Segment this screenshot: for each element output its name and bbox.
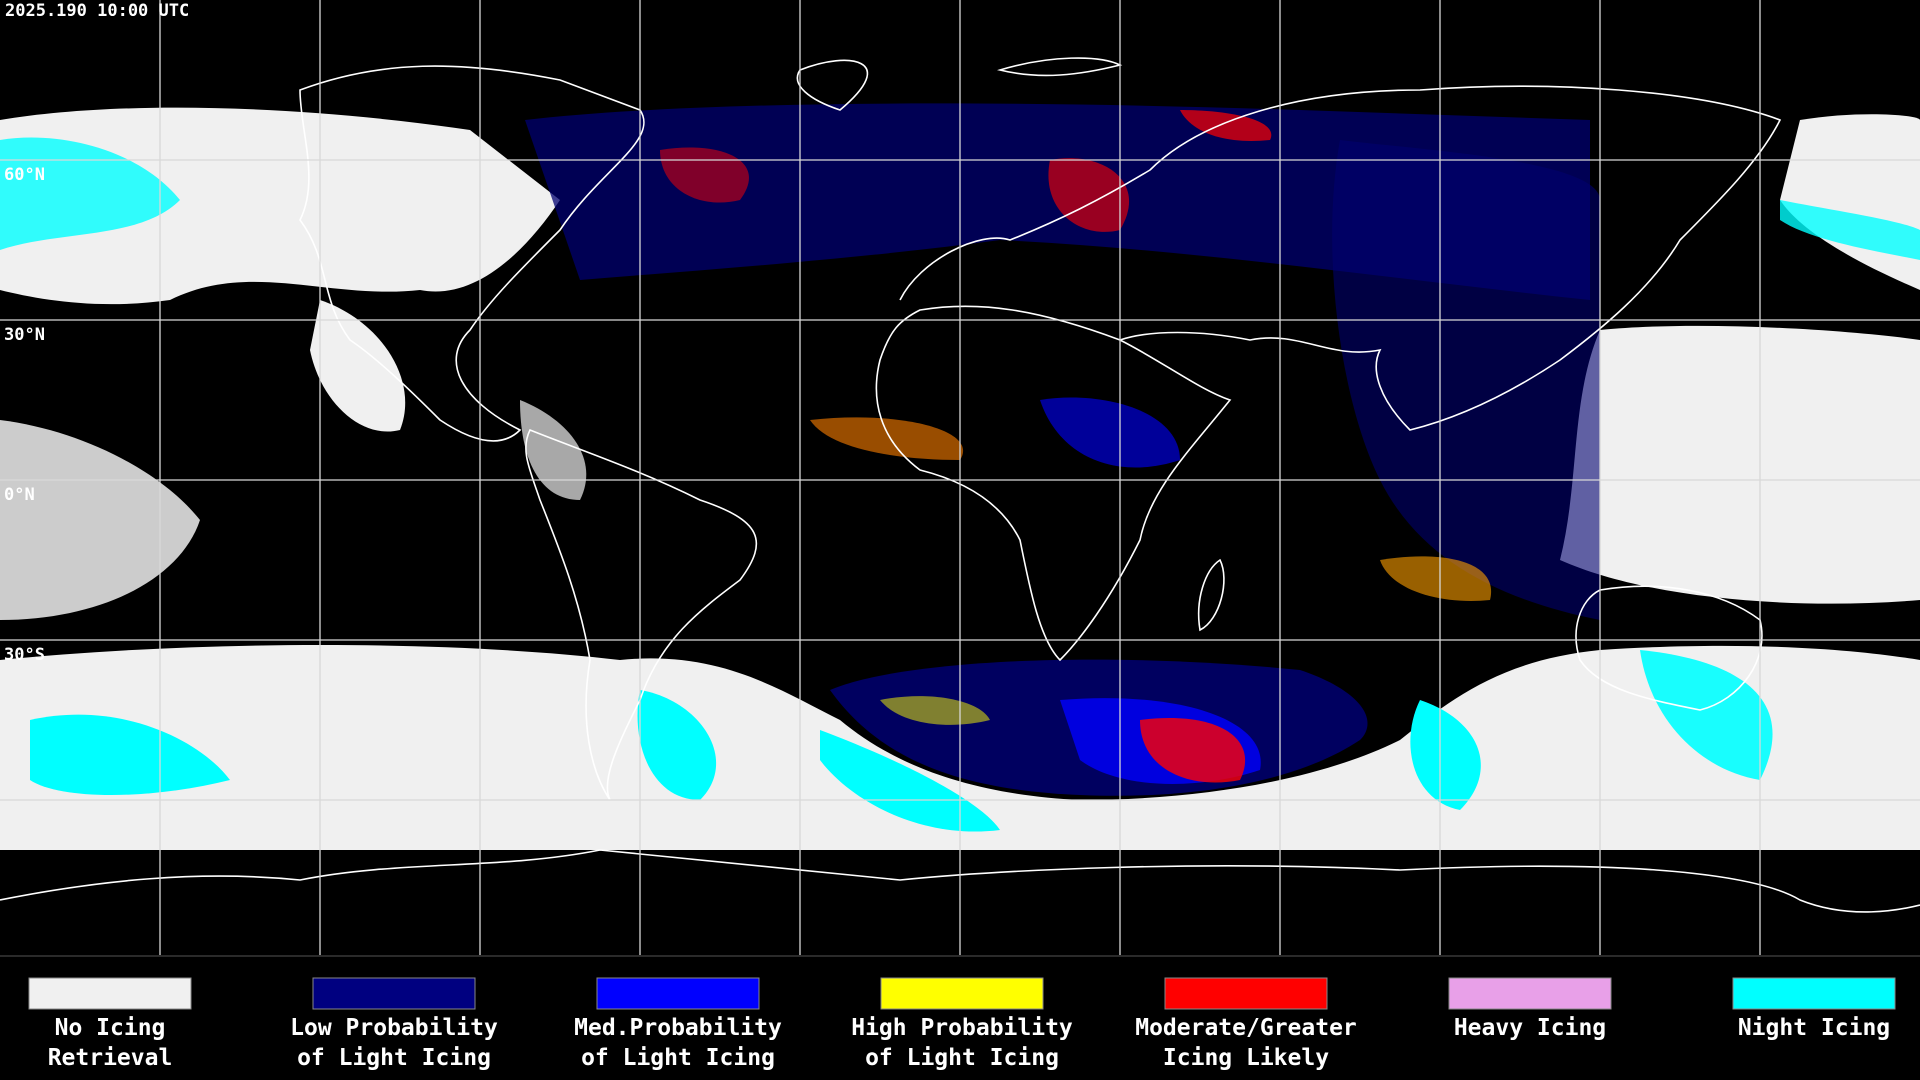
night-region (30, 714, 230, 795)
cloud-region (1560, 325, 1920, 604)
legend-background (0, 956, 1920, 1080)
legend-label: Moderate/Greater (1135, 1015, 1357, 1041)
coastline (525, 428, 758, 801)
night-region (0, 137, 180, 250)
coastline (299, 65, 645, 442)
icing-region (1140, 718, 1246, 783)
legend-swatch (1732, 977, 1896, 1010)
night-region (1640, 650, 1773, 780)
legend-label: High Probability (851, 1015, 1073, 1041)
coastline (899, 85, 1782, 431)
legend-label: of Light Icing (581, 1045, 775, 1071)
legend-label: Heavy Icing (1454, 1015, 1606, 1041)
legend-label: of Light Icing (865, 1045, 1059, 1071)
legend-swatch (28, 977, 192, 1010)
latitude-label: 30°N (4, 325, 45, 345)
night-region (637, 690, 717, 800)
cloud-region (520, 400, 587, 500)
latitude-label: 0°N (4, 485, 35, 505)
icing-region (1380, 556, 1492, 601)
icing-region (1332, 140, 1600, 620)
legend-label: of Light Icing (297, 1045, 491, 1071)
legend-label: Retrieval (48, 1045, 173, 1071)
map: 2025.190 10:00 UTC 60°N 30°N 0°N 30°S (0, 0, 1920, 955)
legend-swatch (880, 977, 1044, 1010)
graticule (0, 0, 1920, 955)
legend-label: No Icing (55, 1015, 166, 1041)
cloud-region (310, 300, 406, 432)
icing-region (880, 696, 990, 725)
cloud-region (0, 420, 200, 620)
legend: No Icing Retrieval Low Probability of Light… (28, 977, 1896, 1071)
latitude-label: 60°N (4, 165, 45, 185)
legend-swatch (312, 977, 476, 1010)
icing-region (1180, 110, 1272, 141)
latitude-label: 30°S (4, 645, 45, 665)
legend-label: Med.Probability (574, 1015, 782, 1041)
night-region (1410, 700, 1481, 810)
legend-label: Night Icing (1738, 1015, 1890, 1041)
night-region (1780, 200, 1920, 260)
icing-region (1040, 397, 1180, 468)
legend-swatch (1448, 977, 1612, 1010)
coastline (0, 849, 1920, 913)
coastline (796, 59, 869, 111)
legend-swatch (596, 977, 760, 1010)
legend-swatch (1164, 977, 1328, 1010)
legend-label: Icing Likely (1163, 1045, 1329, 1071)
coastline (1575, 585, 1763, 711)
legend-label: Low Probability (290, 1015, 498, 1041)
coastline (1197, 558, 1225, 632)
icing-region (660, 147, 749, 203)
timestamp: 2025.190 10:00 UTC (5, 1, 189, 21)
icing-region (810, 417, 964, 460)
night-region (820, 730, 1000, 832)
cloud-region (0, 107, 560, 305)
